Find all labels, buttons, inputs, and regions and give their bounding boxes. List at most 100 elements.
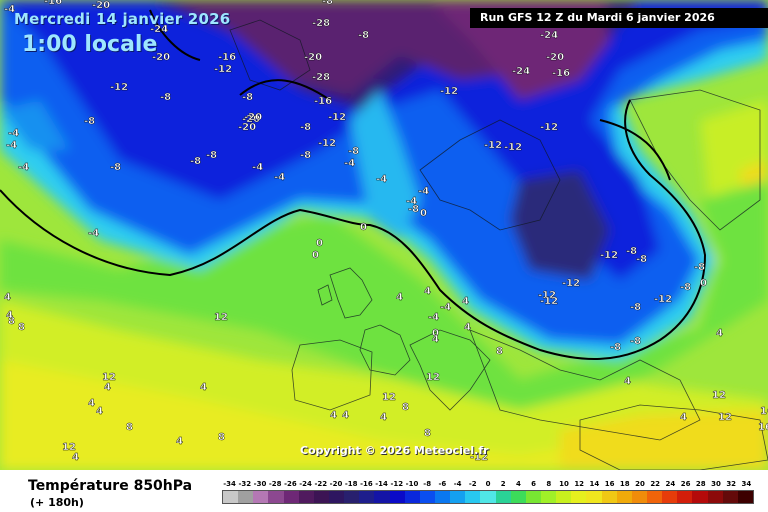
isotherm-value-label: 4 — [680, 412, 687, 423]
isotherm-value-label: 0 — [420, 208, 427, 219]
isotherm-value-label: -12 — [318, 138, 336, 149]
scale-label: 22 — [650, 480, 661, 488]
forecast-date: Mercredi 14 janvier 2026 — [14, 10, 231, 28]
isotherm-value-label: -12 — [440, 86, 458, 97]
isotherm-value-label: -16 — [218, 52, 236, 63]
scale-swatch — [404, 491, 420, 503]
scale-swatch — [540, 491, 557, 503]
scale-label: -10 — [405, 480, 419, 488]
scale-swatch — [283, 491, 299, 503]
scale-label: -26 — [284, 480, 297, 488]
isotherm-value-label: 4 — [462, 296, 469, 307]
isotherm-value-label: -8 — [322, 0, 333, 7]
scale-swatch — [601, 491, 617, 503]
isotherm-value-label: 4 — [432, 334, 439, 345]
scale-label: -8 — [423, 480, 432, 488]
scale-label: -24 — [299, 480, 312, 488]
isotherm-value-label: -8 — [680, 282, 691, 293]
legend-title: Température 850hPa — [28, 478, 193, 494]
isotherm-value-label: -24 — [540, 30, 558, 41]
isotherm-value-label: 4 — [380, 412, 387, 423]
scale-swatch — [313, 491, 329, 503]
isotherm-value-label: -12 — [654, 294, 672, 305]
isotherm-value-label: 4 — [96, 406, 103, 417]
scale-swatch — [571, 491, 587, 503]
map-canvas: -4-16 -20-24-20-28-8-8-20-16-12-12-8-20-4… — [0, 0, 768, 470]
isotherm-value-label: 4 — [424, 286, 431, 297]
isotherm-value-label: 4 — [716, 328, 723, 339]
isotherm-value-label: -20 — [242, 114, 260, 125]
isotherm-value-label: 12 — [62, 442, 76, 453]
scale-swatch — [556, 491, 572, 503]
scale-swatch — [677, 491, 693, 503]
isotherm-value-label: 0 — [700, 278, 707, 289]
isotherm-labels: -4-16 -20-24-20-28-8-8-20-16-12-12-8-20-4… — [4, 0, 768, 463]
scale-label: 16 — [604, 480, 615, 488]
scale-label: 10 — [559, 480, 569, 488]
scale-swatch — [525, 491, 541, 503]
scale-label: 2 — [500, 480, 506, 488]
isotherm-value-label: -12 — [538, 290, 556, 301]
color-scale-labels: -34 -32 -30 -28 -26 -24 -22 -20 -18 -16 -14 -12 -10-… — [222, 480, 754, 490]
isotherm-value-label: -4 — [4, 4, 15, 15]
isotherm-value-label: -4 — [274, 172, 285, 183]
scale-swatch — [359, 491, 375, 503]
scale-label: -4 — [453, 480, 462, 488]
isotherm-value-label: -8 — [300, 150, 311, 161]
isotherm-value-label: -20 — [238, 122, 256, 133]
scale-label: -22 — [314, 480, 328, 488]
isotherm-value-label: -4 — [376, 174, 387, 185]
isotherm-value-label: 4 — [176, 436, 183, 447]
isotherm-value-label: -4 — [344, 158, 355, 169]
isotherm-value-label: 4 — [4, 292, 11, 303]
isotherm-value-label: -4 — [8, 128, 19, 139]
isotherm-value-label: 12 — [426, 372, 440, 383]
isotherm-value-label: -12 — [540, 122, 558, 133]
isotherm-value-label: 16 — [760, 406, 768, 417]
scale-swatch — [707, 491, 723, 503]
isotherm-value-label: -8 — [408, 204, 419, 215]
scale-swatch — [510, 491, 526, 503]
isotherm-value-label: -4 — [440, 302, 451, 313]
scale-swatch — [737, 491, 753, 503]
copyright-notice: Copyright © 2026 Meteociel.fr — [300, 444, 489, 457]
scale-label: -32 — [238, 480, 252, 488]
isotherm-value-label: 8 — [424, 428, 431, 439]
isotherm-value-label: -12 — [110, 82, 128, 93]
scale-label: 20 — [635, 480, 645, 488]
scale-swatch — [344, 491, 360, 503]
scale-label: 0 — [485, 480, 491, 488]
scale-swatch — [692, 491, 708, 503]
scale-label: -16 — [360, 480, 373, 488]
isotherm-value-label: 4 — [396, 292, 403, 303]
isotherm-value-label: -12 — [562, 278, 580, 289]
scale-swatch — [495, 491, 511, 503]
isotherm-value-label: -8 — [630, 336, 641, 347]
isotherm-value-label: 8 — [402, 402, 409, 413]
scale-swatch — [586, 491, 602, 503]
isotherm-value-label: -8 — [610, 342, 621, 353]
isotherm-value-label: -16 — [314, 96, 332, 107]
scale-swatch — [662, 491, 678, 503]
scale-label: 18 — [619, 480, 630, 488]
scale-label: -12 — [390, 480, 404, 488]
isotherm-value-label: -4 — [252, 162, 263, 173]
scale-swatch — [223, 491, 239, 503]
isotherm-value-label: -8 — [694, 262, 705, 273]
isotherm-value-label: 8 — [126, 422, 133, 433]
isotherm-value-label: -20 — [152, 52, 170, 63]
isotherm-value-label: -8 — [84, 116, 95, 127]
scale-label: 6 — [531, 480, 537, 488]
isotherm-value-label: -12 — [470, 452, 488, 463]
scale-swatch — [389, 491, 405, 503]
scale-label: -20 — [329, 480, 343, 488]
scale-swatch — [631, 491, 647, 503]
scale-label: 32 — [726, 480, 737, 488]
isotherm-value-label: -8 — [358, 30, 369, 41]
isotherm-value-label: -8 — [636, 254, 647, 265]
isotherm-value-label: -4 — [6, 140, 17, 151]
isotherm-value-label: -8 — [630, 302, 641, 313]
isotherm-value-label: 4 — [72, 452, 79, 463]
isotherm-value-label: 12 — [102, 372, 116, 383]
scale-swatch — [646, 491, 663, 503]
